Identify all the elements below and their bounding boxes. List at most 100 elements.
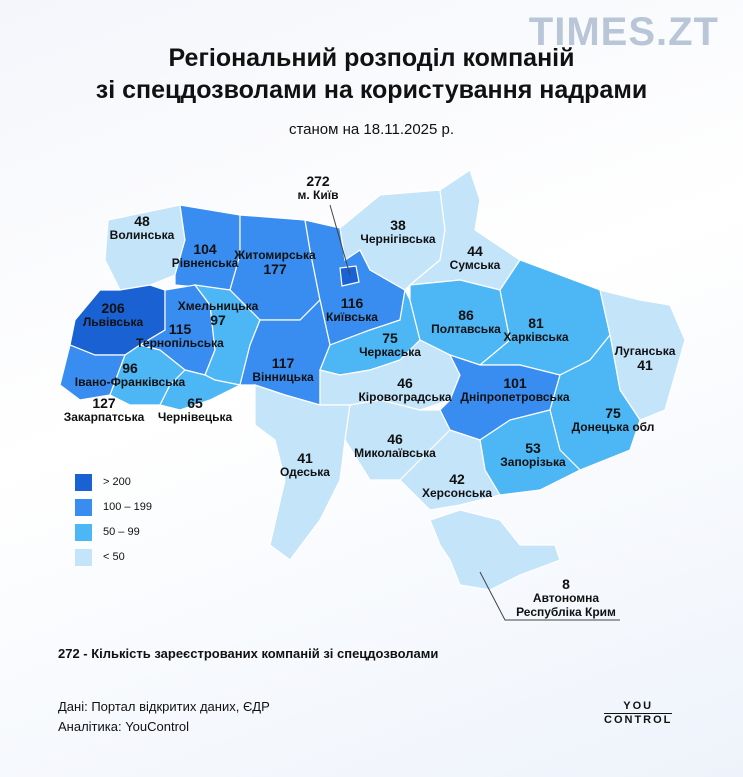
region-label: 86 Полтавська	[396, 308, 536, 336]
legend-swatch	[75, 524, 92, 541]
region-name: Одеська	[280, 465, 330, 479]
brand-logo: YOU CONTROL	[604, 700, 673, 727]
title: Регіональний розподіл компаній зі спецдо…	[0, 42, 743, 106]
region-label: 115 Тернопільська	[110, 322, 250, 350]
region-value: 177	[263, 261, 287, 277]
legend-label: 100 – 199	[103, 501, 152, 513]
brand-line: YOU	[604, 700, 673, 714]
region-label: 46 Кіровоградська	[335, 376, 475, 404]
region-value: 53	[525, 440, 541, 456]
title-line: зі спецдозволами на користування надрами	[95, 76, 648, 104]
region-label: 96 Івано-Франківська	[60, 361, 200, 389]
region-label: 75 Черкаська	[320, 331, 460, 359]
region-value: 116	[340, 295, 364, 311]
region-label: 46 Миколаївська	[325, 432, 465, 460]
region-name: Тернопільська	[136, 336, 224, 350]
site-logo: TIMES.ZT	[528, 10, 719, 54]
region-name: Харківська	[503, 330, 569, 344]
legend-swatch	[75, 549, 92, 566]
source-line: Аналітика: YouControl	[58, 719, 190, 734]
region-value: 104	[193, 241, 217, 257]
region-label: 48 Волинська	[72, 214, 212, 242]
region-name: Сумська	[449, 258, 501, 272]
region-label: Житомирська 177	[205, 248, 345, 276]
region-value: 75	[382, 330, 398, 346]
region-value: 115	[168, 321, 192, 337]
region-label: 116 Київська	[282, 296, 422, 324]
region-value: 8	[562, 576, 570, 592]
note: 272 - Кількість зареєстрованих компаній …	[58, 646, 439, 661]
region-label: 104 Рівненська	[135, 242, 275, 270]
region-value: 65	[187, 395, 203, 411]
region-label: 272 м. Київ	[248, 174, 388, 202]
legend-label: 50 – 99	[103, 526, 140, 538]
region-name: Житомирська	[234, 248, 316, 262]
region-label: 53 Запорізька	[463, 441, 603, 469]
title-line: Регіональний розподіл компаній	[168, 44, 575, 72]
region-value: 42	[449, 471, 465, 487]
region-value: 75	[605, 405, 621, 421]
region-name: Дніпропетровська	[460, 390, 570, 404]
region-name: м. Київ	[297, 188, 339, 202]
region-value: 81	[528, 315, 544, 331]
region-value: 117	[271, 355, 295, 371]
region-value: 97	[210, 312, 226, 328]
region-value: 96	[122, 360, 138, 376]
leader-line	[329, 204, 351, 276]
region-name: Черкаська	[359, 345, 421, 359]
legend-label: < 50	[103, 551, 125, 563]
source-line: Дані: Портал відкритих даних, ЄДР	[58, 699, 270, 714]
region-value: 86	[458, 307, 474, 323]
source: Дані: Портал відкритих даних, ЄДР Аналіт…	[58, 697, 270, 737]
legend-swatch	[75, 499, 92, 516]
region-name: Полтавська	[431, 322, 501, 336]
region-name: Волинська	[109, 228, 175, 242]
region-name: Хмельницька	[177, 299, 259, 313]
region-value: 46	[397, 375, 413, 391]
region	[339, 265, 360, 287]
region-value: 38	[390, 217, 406, 233]
region-label: 42 Херсонська	[387, 472, 527, 500]
region-label: 8 Автономна Республіка Крим	[511, 577, 621, 619]
region-name: Рівненська	[171, 256, 239, 270]
region-value: 272	[306, 173, 330, 189]
region-label: 206 Львівська	[43, 301, 183, 329]
region-name: Запорізька	[500, 455, 566, 469]
region-name: Кіровоградська	[358, 390, 452, 404]
region-name: Вінницька	[252, 370, 314, 384]
region-value: 41	[637, 357, 653, 373]
region	[399, 429, 501, 511]
region-name: Чернівецька	[157, 410, 233, 424]
region-label: 101 Дніпропетровська	[445, 376, 585, 404]
region	[159, 369, 242, 411]
region-name: Київська	[326, 310, 378, 324]
region-value: 101	[503, 375, 527, 391]
region-label: 44 Сумська	[405, 244, 545, 272]
region-name: Івано-Франківська	[74, 375, 186, 389]
region-name: Миколаївська	[354, 446, 436, 460]
region-value: 46	[387, 431, 403, 447]
region	[429, 509, 561, 591]
region-label: 81 Харківська	[466, 316, 606, 344]
region-label: 41 Одеська	[235, 451, 375, 479]
region-value: 48	[134, 213, 150, 229]
legend-label: > 200	[103, 476, 131, 488]
region-name: Херсонська	[422, 486, 492, 500]
leader-line	[479, 571, 620, 621]
region-label: Луганська 41	[575, 344, 715, 372]
region-name: Автономна Республіка Крим	[516, 591, 616, 619]
region-name: Донецька обл	[571, 420, 655, 434]
region-name: Львівська	[82, 315, 144, 329]
region-label: 38 Чернігівська	[328, 218, 468, 246]
region-name: Закарпатська	[63, 410, 145, 424]
brand-line: CONTROL	[604, 714, 673, 726]
region	[549, 333, 641, 471]
region-value: 44	[467, 243, 483, 259]
region-label: Хмельницька 97	[148, 299, 288, 327]
subtitle: станом на 18.11.2025 р.	[288, 121, 455, 138]
region-name: Чернігівська	[360, 232, 436, 246]
region-value: 127	[92, 395, 116, 411]
region-label: 127 Закарпатська	[34, 396, 174, 424]
